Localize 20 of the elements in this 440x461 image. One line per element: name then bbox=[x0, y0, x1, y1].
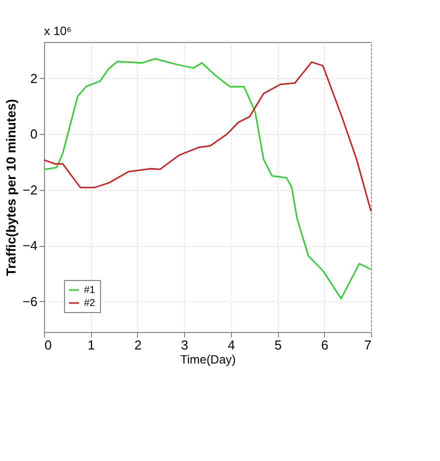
x-tick-label: 1 bbox=[88, 338, 95, 352]
text: x 10⁶ bbox=[44, 24, 72, 38]
x-tick-label: 5 bbox=[274, 338, 282, 352]
y-tick-label: 0 bbox=[30, 126, 38, 142]
line-series bbox=[43, 61, 372, 212]
x-tick-label: 4 bbox=[228, 338, 235, 352]
y-tick-label: 2 bbox=[30, 70, 38, 86]
x-tick-label: 3 bbox=[181, 338, 188, 352]
legend-label: #1 bbox=[84, 285, 96, 296]
x-tick-label: 0 bbox=[44, 338, 52, 352]
x-tick-label: 7 bbox=[364, 338, 372, 352]
legend-label: #2 bbox=[84, 298, 96, 309]
line-series bbox=[43, 58, 372, 300]
y-axis-title: Traffic(bytes per 10 minutes) bbox=[4, 99, 19, 276]
x-tick-label: 6 bbox=[321, 338, 328, 352]
y-tick-label: −6 bbox=[22, 294, 38, 309]
x-tick-label: 2 bbox=[134, 338, 142, 352]
y-tick-label: −4 bbox=[22, 238, 38, 254]
x-axis-title: Time(Day) bbox=[180, 352, 236, 366]
y-tick-label: −2 bbox=[22, 182, 38, 198]
